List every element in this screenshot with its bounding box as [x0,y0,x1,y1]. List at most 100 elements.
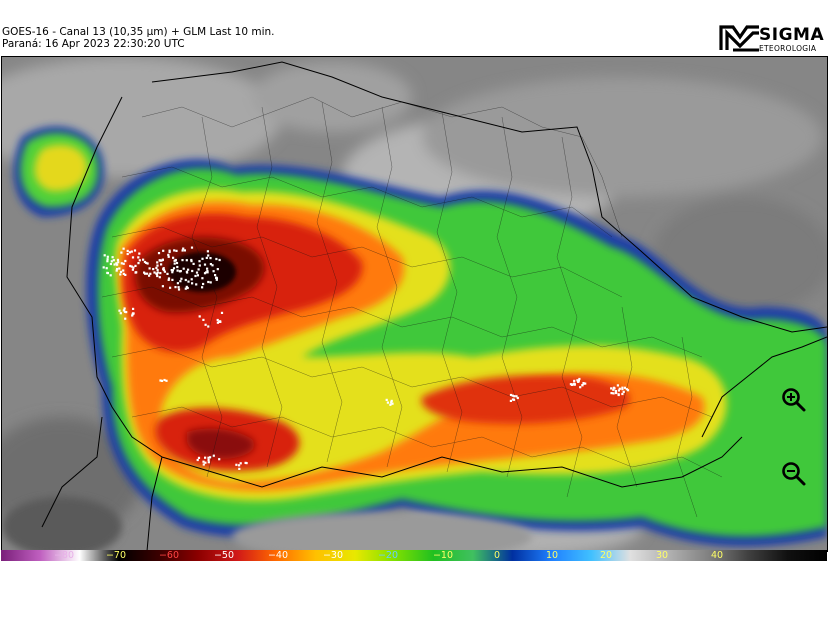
lightning-flash [573,383,576,386]
lightning-flash [204,461,207,464]
colorbar-tick-label: −50 [213,550,235,561]
lightning-flash [173,249,176,252]
lightning-flash [612,392,615,395]
lightning-flash [124,273,127,276]
lightning-flash [170,269,173,272]
lightning-flash [207,456,210,459]
region-timestamp: Paraná: 16 Apr 2023 22:30:20 UTC [2,38,185,50]
lightning-flash [194,274,197,278]
lightning-flash [133,249,137,252]
lightning-flash [131,256,135,259]
lightning-flash [215,276,218,279]
lightning-flash [156,271,159,274]
lightning-flash [239,462,242,465]
lightning-flash [118,309,121,312]
lightning-flash [106,258,109,261]
lightning-flash [192,262,195,265]
lightning-flash [183,249,186,252]
lightning-flash [191,269,194,273]
cloud-top-black-core [168,252,236,292]
lightning-flash [165,379,168,382]
lightning-flash [218,258,221,262]
lightning-flash [134,271,137,274]
colorbar-tick-label: 0 [493,550,501,561]
zoom-in-icon [782,388,806,412]
lightning-flash [142,258,145,261]
lightning-flash [211,264,214,267]
lightning-flash [206,271,209,274]
lightning-flash [171,278,174,281]
lightning-flash [390,399,393,402]
lightning-flash [582,382,585,385]
lightning-flash [175,261,179,265]
lightning-flash [209,263,212,266]
lightning-flash [209,281,212,284]
colorbar-tick-label: −70 [105,550,127,561]
satellite-map[interactable] [1,56,828,552]
lightning-flash [207,325,210,328]
lightning-flash [235,463,238,466]
lightning-flash [185,259,188,262]
lightning-flash [118,267,121,270]
lightning-flash [122,309,125,312]
lightning-flash [168,249,171,252]
lightning-flash [390,401,393,404]
lightning-flash [617,393,620,396]
lightning-flash [177,288,181,291]
lightning-flash [138,252,141,255]
colorbar-gradient [1,550,827,561]
lightning-flash [215,257,218,261]
lightning-flash [206,250,209,253]
lightning-flash [110,260,113,263]
lightning-flash [137,262,140,265]
lightning-flash [219,320,222,323]
lightning-flash [511,398,515,401]
lightning-flash [578,377,581,381]
lightning-flash [198,264,201,267]
lightning-flash [509,393,513,397]
lightning-flash [571,383,574,386]
lightning-flash [173,259,176,262]
lightning-flash [185,285,188,288]
lightning-flash [167,278,170,281]
lightning-flash [162,249,165,252]
lightning-flash [123,310,127,313]
lightning-flash [573,379,576,382]
lightning-flash [238,464,241,467]
lightning-flash [131,313,134,316]
colorbar-tick-label: 40 [710,550,724,561]
satellite-imagery [2,57,827,551]
lightning-flash [106,255,109,258]
colorbar-tick-label: −60 [158,550,180,561]
lightning-flash [197,268,200,271]
product-title: GOES-16 - Canal 13 (10,35 µm) + GLM Last… [2,26,275,38]
lightning-flash [116,263,119,266]
lightning-flash [201,257,204,260]
temperature-colorbar: −80 −70 −60 −50 −40 −30 −20 −10 0 10 20 30 40 [1,550,827,561]
lightning-flash [201,277,204,280]
lightning-flash [115,269,118,272]
colorbar-tick-label: 20 [599,550,613,561]
lightning-flash [513,395,516,398]
lightning-flash [205,256,208,259]
lightning-flash [159,272,162,275]
lightning-flash [163,378,166,382]
lightning-flash [621,392,624,396]
lightning-flash [218,458,221,461]
lightning-flash [202,460,205,463]
lightning-flashes [102,246,630,470]
lightning-flash [203,263,207,266]
lightning-flash [205,271,208,274]
lightning-flash [102,266,105,269]
lightning-flash [202,463,205,466]
lightning-flash [168,250,171,254]
lightning-flash [122,272,125,275]
lightning-flash [180,277,183,280]
zoom-in-button[interactable] [781,387,807,413]
lightning-flash [610,387,613,390]
zoom-out-button[interactable] [781,461,807,487]
lightning-flash [212,270,215,273]
lightning-flash [618,387,621,390]
lightning-flash [190,258,193,262]
lightning-flash [130,265,133,268]
